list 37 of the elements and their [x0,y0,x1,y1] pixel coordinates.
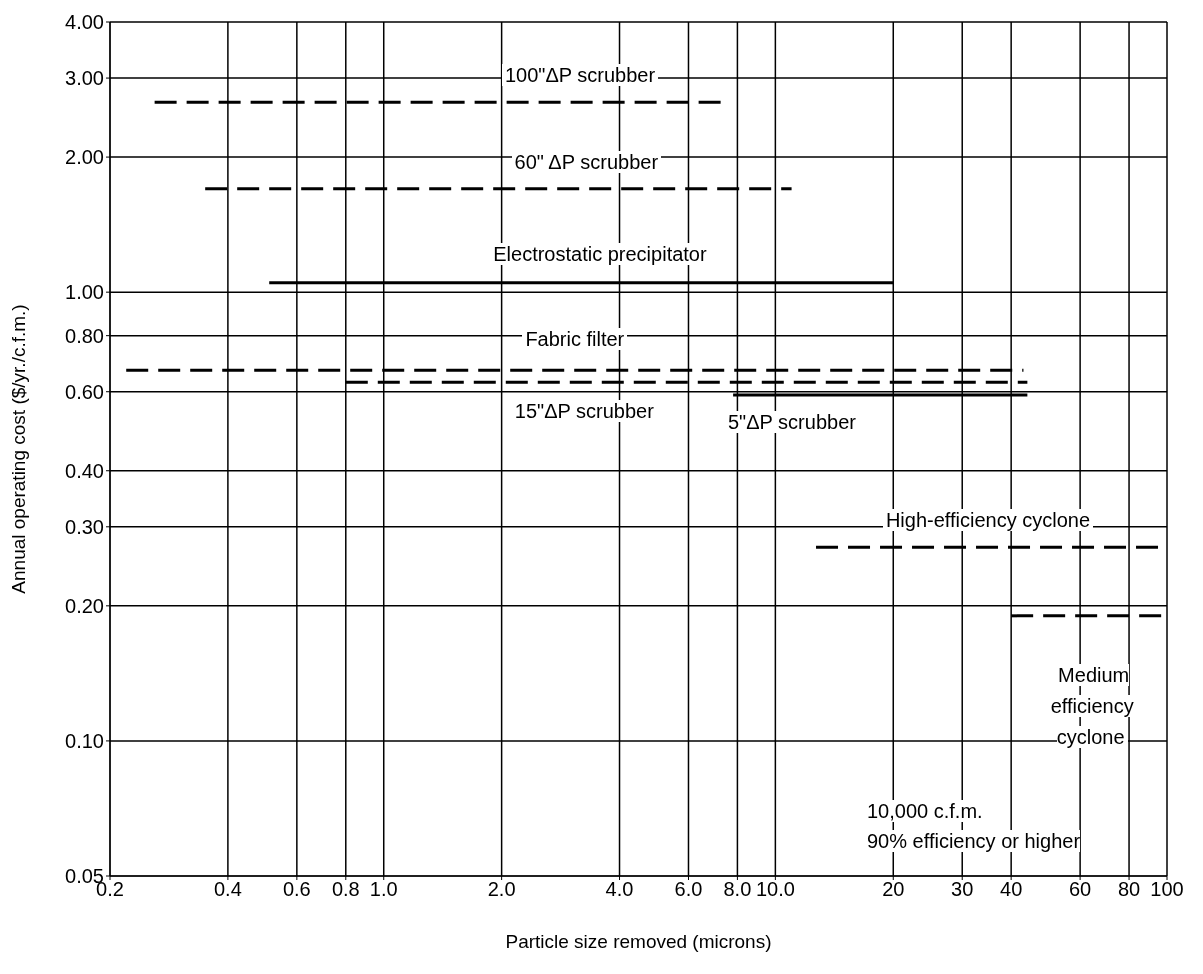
text: Medium efficiency cyclone [1050,663,1134,748]
x-tick-label: 4.0 [605,878,634,901]
series-label: High-efficiency cyclone [882,509,1094,532]
x-axis-title: Particle size removed (microns) [505,931,772,952]
series-label: Fabric filter [522,328,628,351]
x-tick-label: 60 [1068,878,1092,901]
y-tick-label: 0.80 [65,324,104,347]
x-tick-label: 20 [882,878,905,901]
annotation: 10,000 c.f.m. [867,800,983,822]
x-tick-label: 6.0 [674,878,703,901]
x-tick-label: 100 [1150,878,1184,901]
x-tick-label: 0.8 [331,878,360,901]
x-tick-label: 8.0 [723,878,752,901]
y-axis-title: Annual operating cost ($/yr./c.f.m.) [7,304,29,594]
x-tick-label: 40 [1000,878,1023,901]
series-label: 100"ΔP scrubber [501,64,659,87]
y-tick-label: 0.40 [65,459,104,482]
series-label: 15"ΔP scrubber [511,400,657,423]
series-label: 60" ΔP scrubber [511,150,662,173]
y-tick-label: 0.60 [65,380,104,403]
y-tick-label: 0.20 [65,594,104,617]
x-tick-label: 10.0 [755,878,795,901]
series-label: Electrostatic precipitator [490,242,710,265]
y-tick-label: 2.00 [65,146,104,169]
x-tick-label: 0.6 [282,878,311,901]
y-tick-label: 4.00 [65,11,104,34]
x-tick-label: 80 [1117,878,1141,901]
x-tick-label: 1.0 [369,878,398,901]
y-tick-label: 0.10 [65,730,104,753]
series-label: 5"ΔP scrubber [724,410,859,433]
x-tick-label: 2.0 [487,878,516,901]
x-tick-label: 30 [951,878,974,901]
annotation: 90% efficiency or higher [867,830,1081,852]
y-tick-label: 1.00 [65,281,104,304]
x-tick-label: 0.4 [213,878,242,901]
y-tick-label: 3.00 [65,67,104,90]
y-tick-label: 0.30 [65,515,104,538]
